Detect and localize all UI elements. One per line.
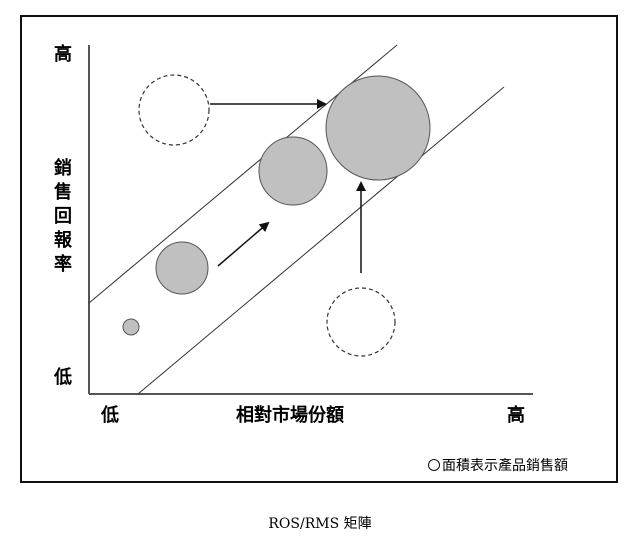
y-axis-high-label: 高 [54,44,72,65]
dashed-circle-bottom-right [326,287,396,357]
band-lower-line [137,86,505,395]
legend-note: 面積表示產品銷售額 [428,455,568,475]
dashed-circle-top-left [138,74,210,146]
arrow-small-to-medium [217,221,270,267]
y-axis-title-char: 回 [54,206,72,227]
product-circle-medium [258,136,328,206]
y-axis-title: 銷 售 回 報 率 [52,157,74,277]
figure-caption: ROS/RMS 矩陣 [268,516,372,532]
product-circle-small [155,241,209,295]
legend-note-text: 面積表示產品銷售額 [442,458,568,474]
y-axis-title-char: 售 [54,182,72,203]
y-axis-title-char: 報 [54,230,72,251]
x-axis-low-label: 低 [101,405,119,426]
x-axis-title: 相對市場份額 [236,405,344,426]
product-circle-smallest [122,318,140,336]
y-axis-title-char: 銷 [54,158,72,179]
product-circle-large [325,75,431,181]
diagram-frame [20,15,618,483]
circle-icon [428,459,440,471]
x-axis-high-label: 高 [507,405,525,426]
y-axis-title-char: 率 [54,254,72,275]
y-axis-low-label: 低 [54,367,72,388]
